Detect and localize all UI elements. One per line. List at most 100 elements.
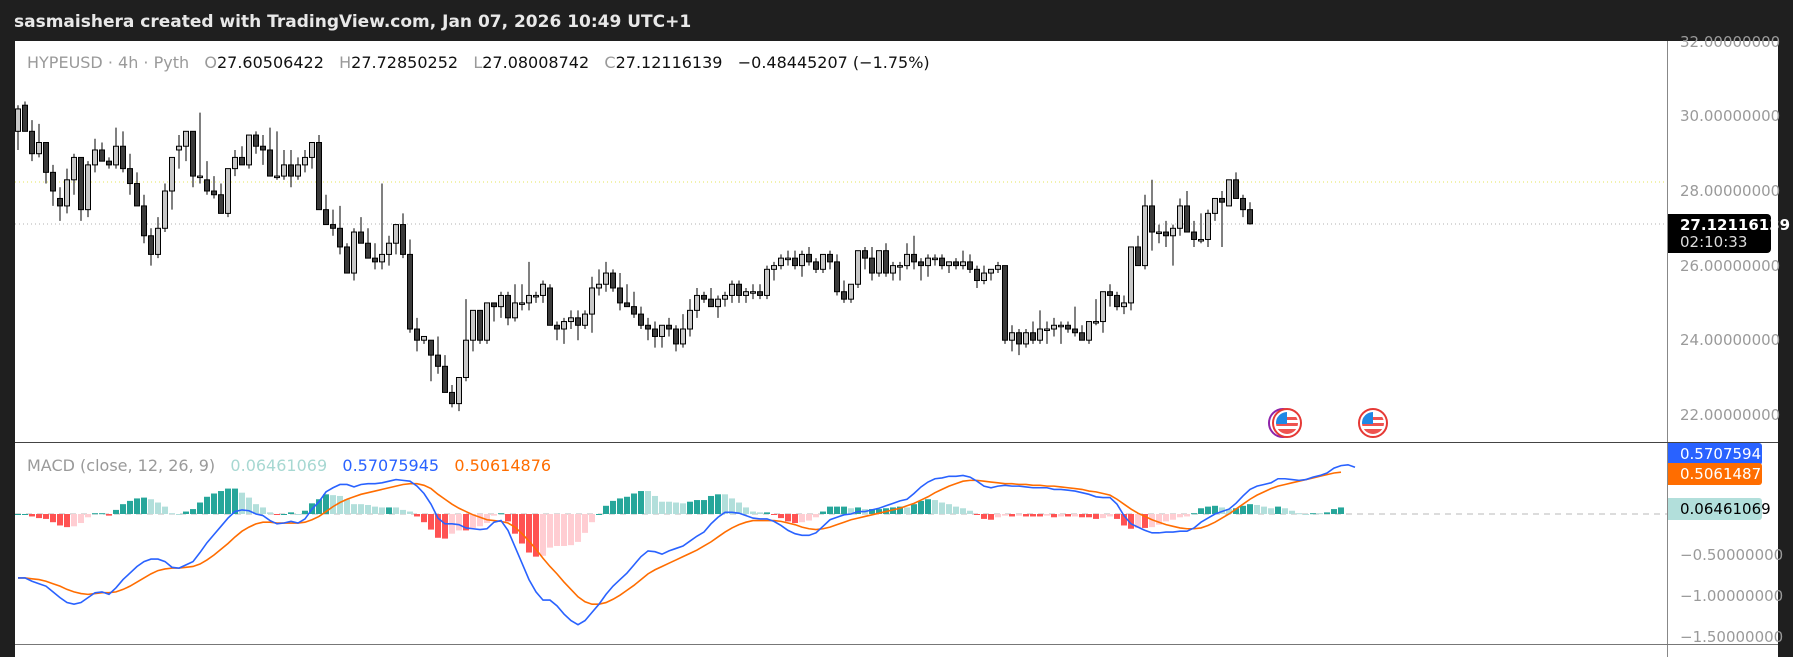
candle [799, 253, 805, 267]
candle [1023, 332, 1029, 345]
candle [568, 317, 574, 323]
candle [71, 156, 77, 181]
candle [1037, 328, 1043, 341]
candle [85, 164, 91, 211]
candle [890, 265, 896, 274]
macd-title[interactable]: MACD (close, 12, 26, 9) [27, 456, 216, 475]
candle [99, 149, 105, 162]
candle [64, 179, 70, 207]
candle [582, 313, 588, 326]
pane-separator[interactable] [15, 442, 1778, 443]
candle [778, 257, 784, 267]
candle [78, 156, 84, 211]
event-us-flag-icon[interactable] [1268, 408, 1302, 438]
credit-text: sasmaishera created with TradingView.com… [14, 12, 692, 32]
candle [1100, 291, 1106, 323]
candle [673, 328, 679, 345]
candle [253, 134, 259, 147]
candle [15, 108, 21, 132]
candle [1177, 205, 1183, 229]
candle [1247, 209, 1253, 225]
candle [92, 149, 98, 166]
candle [295, 164, 301, 177]
histogram-value-tag: 0.06461069 [1668, 498, 1771, 520]
macd-legend: MACD (close, 12, 26, 9) 0.06461069 0.570… [27, 456, 551, 475]
candle [428, 339, 434, 356]
candle [22, 104, 28, 132]
candle [1086, 321, 1092, 341]
candle [491, 302, 497, 308]
candle [169, 156, 175, 192]
candle [1212, 197, 1218, 214]
signal-line [18, 471, 1342, 606]
candle [162, 190, 168, 229]
candle [729, 283, 735, 296]
candle [1156, 231, 1162, 235]
candle [848, 283, 854, 300]
candle [561, 321, 567, 330]
candle [134, 183, 140, 207]
candle [757, 291, 763, 296]
candle [813, 261, 819, 270]
candle [1149, 205, 1155, 233]
symbol-title[interactable]: HYPEUSD · 4h · Pyth [27, 53, 190, 72]
time-axis-border [15, 644, 1778, 645]
candle [981, 272, 987, 282]
candle [1079, 332, 1085, 341]
candle [470, 309, 476, 341]
price-axis-border [1667, 41, 1668, 657]
candle [1009, 332, 1015, 341]
candle [316, 142, 322, 211]
price-tick: 22.00000000 [1680, 406, 1781, 424]
candle [43, 142, 49, 173]
candle [302, 156, 308, 166]
candle [421, 335, 427, 341]
candle [281, 164, 287, 177]
candle [1072, 328, 1078, 334]
candle [309, 142, 315, 158]
candle [1093, 321, 1099, 324]
candle [750, 291, 756, 294]
candle [904, 253, 910, 267]
candle [1065, 324, 1071, 330]
candle [554, 324, 560, 330]
candle [358, 231, 364, 244]
candle [456, 377, 462, 405]
candle [274, 175, 280, 179]
candle [1240, 197, 1246, 211]
low-value: 27.08008742 [482, 53, 590, 72]
candle [36, 142, 42, 155]
candle [925, 257, 931, 267]
candle [540, 283, 546, 296]
candle [967, 261, 973, 270]
candle [1163, 231, 1169, 237]
candle [666, 324, 672, 330]
candle [631, 306, 637, 315]
candle [841, 291, 847, 300]
candle [344, 246, 350, 274]
candle [701, 294, 707, 300]
candle [743, 291, 749, 296]
event-us-flag-icon[interactable] [1358, 408, 1388, 438]
candle [876, 250, 882, 274]
candle [694, 294, 700, 311]
price-tick: 26.00000000 [1680, 257, 1781, 275]
candle [29, 130, 35, 155]
macd-line [18, 463, 1356, 626]
candle [1226, 179, 1232, 207]
candle [708, 298, 714, 308]
candle [596, 283, 602, 289]
chart-panel[interactable] [15, 41, 1778, 657]
candle [330, 224, 336, 229]
candle [519, 302, 525, 305]
candle [687, 309, 693, 330]
candle [218, 194, 224, 214]
candle [953, 261, 959, 267]
symbol-legend: HYPEUSD · 4h · Pyth O27.60506422 H27.728… [27, 53, 930, 72]
candle [155, 227, 161, 255]
candle [337, 227, 343, 248]
candle [1121, 302, 1127, 308]
candle [575, 317, 581, 326]
candle [1030, 332, 1036, 341]
